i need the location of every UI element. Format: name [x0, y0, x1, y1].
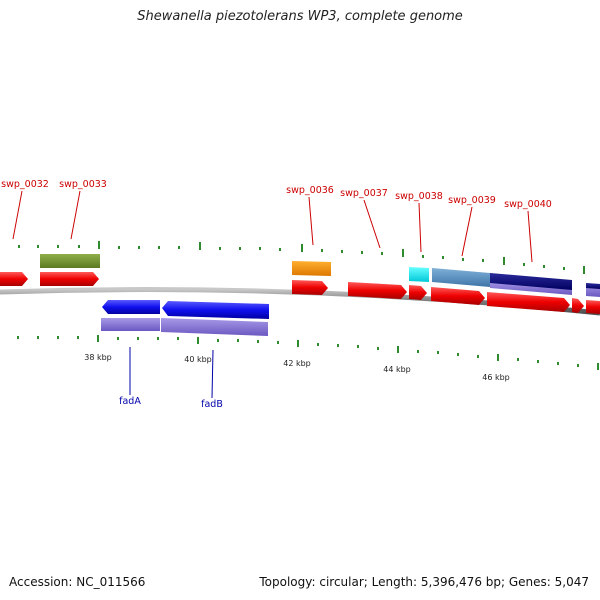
kbp-label-42: 42 kbp	[283, 359, 311, 368]
gene-arrow[interactable]	[431, 287, 485, 305]
feature-box-steel[interactable]	[432, 268, 490, 287]
gene-label-fadA[interactable]: fadA	[119, 396, 141, 407]
reverse-strand-genes	[101, 300, 269, 336]
gene-arrow[interactable]	[292, 280, 328, 295]
feature-box-lavender[interactable]	[101, 318, 160, 331]
feature-box-orange[interactable]	[292, 261, 331, 276]
gene-arrow[interactable]	[572, 298, 584, 313]
gene-label-swp-0033[interactable]: swp_0033	[59, 179, 107, 190]
outer-tick-row	[18, 241, 585, 274]
feature-box-partial-top	[586, 283, 600, 289]
gene-arrow[interactable]	[487, 292, 570, 312]
gene-label-fadB[interactable]: fadB	[201, 399, 223, 410]
forward-strand-genes	[0, 272, 600, 314]
accession-label: Accession: NC_011566	[9, 575, 146, 589]
map-title: Shewanella piezotolerans WP3, complete g…	[137, 9, 463, 24]
feature-box-navy[interactable]	[490, 273, 572, 290]
kbp-label-38: 38 kbp	[84, 353, 112, 362]
gene-label-swp-0040[interactable]: swp_0040	[504, 199, 552, 210]
inner-tick-row	[17, 335, 599, 370]
forward-label-leaders	[12, 190, 533, 263]
kbp-label-44: 44 kbp	[383, 365, 411, 374]
gene-label-swp-0032[interactable]: swp_0032	[1, 179, 49, 190]
feature-box-cyan[interactable]	[409, 267, 429, 282]
forward-feature-boxes	[40, 254, 600, 297]
feature-box-lavender[interactable]	[161, 318, 268, 336]
gene-arrow[interactable]	[0, 272, 28, 286]
gene-arrow[interactable]	[586, 300, 600, 314]
genome-stats-label: Topology: circular; Length: 5,396,476 bp…	[259, 575, 589, 589]
gene-arrow[interactable]	[40, 272, 99, 286]
gene-arrow[interactable]	[348, 282, 407, 299]
gene-arrow-reverse[interactable]	[162, 301, 269, 319]
kbp-label-46: 46 kbp	[482, 373, 510, 382]
gene-label-swp-0039[interactable]: swp_0039	[448, 195, 496, 206]
gene-label-swp-0038[interactable]: swp_0038	[395, 191, 443, 202]
kbp-label-40: 40 kbp	[184, 355, 212, 364]
gene-arrow-reverse[interactable]	[102, 300, 160, 314]
gene-label-swp-0037[interactable]: swp_0037	[340, 188, 388, 199]
feature-box-olive[interactable]	[40, 254, 100, 268]
gene-arrow[interactable]	[409, 285, 427, 300]
reverse-label-leaders	[129, 347, 214, 399]
gene-label-swp-0036[interactable]: swp_0036	[286, 185, 334, 196]
